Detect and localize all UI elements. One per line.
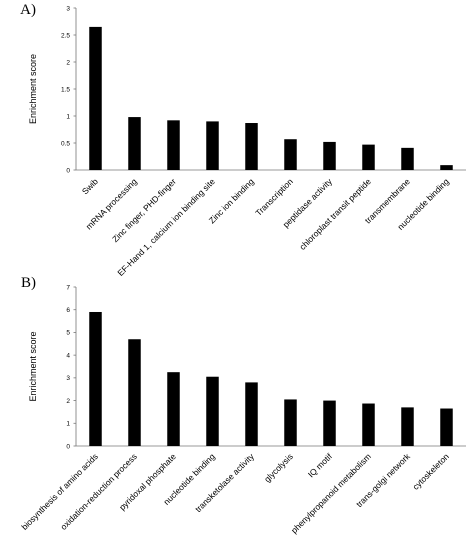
panel-b-bar — [401, 407, 414, 446]
panel-a-category-label: Transcription — [253, 176, 295, 218]
panel-a-y-tick-label: 1.5 — [61, 86, 70, 93]
panel-a-bar — [245, 123, 258, 170]
panel-a-category-label: Swib — [80, 176, 100, 196]
panel-b-category-label: cytoskeleton — [410, 451, 451, 492]
panel-a-y-tick-label: 3 — [66, 5, 70, 12]
panel-a-bar — [284, 139, 297, 170]
panel-b-bar — [440, 408, 453, 446]
panel-a-bar — [440, 165, 453, 170]
panel-a-y-tick-label: 0 — [66, 167, 70, 174]
panel-b-letter: B) — [21, 275, 36, 291]
panel-b-bar — [362, 403, 375, 446]
panel-a-bar — [206, 121, 219, 170]
panel-b-y-tick-label: 4 — [66, 352, 70, 359]
panel-a-bar — [89, 26, 102, 171]
panel-a-category-label: chloroplast transit peptide — [297, 176, 373, 252]
panel-b-category-label: phenylpropanoid metabolism — [289, 451, 373, 535]
panel-a-bar — [401, 147, 414, 170]
panel-b-y-tick-label: 5 — [66, 330, 70, 337]
panel-a-category-label: Zinc finger, PHD-finger — [110, 176, 178, 244]
panel-a-bar — [128, 117, 141, 170]
panel-a-bar — [362, 144, 375, 170]
panel-a-y-tick-label: 2.5 — [61, 32, 70, 39]
panel-a-y-axis-title: Enrichment score — [28, 54, 38, 124]
panel-a-y-tick-label: 0.5 — [61, 140, 70, 147]
panel-a-y-tick-label: 2 — [66, 59, 70, 66]
panel-b-y-tick-label: 7 — [66, 284, 70, 291]
panel-b-bar — [206, 376, 219, 446]
panel-b-bar — [167, 372, 180, 446]
panel-a-bar — [167, 120, 180, 170]
panel-b-y-axis-title: Enrichment score — [28, 331, 38, 401]
panel-b-y-tick-label: 0 — [66, 443, 70, 450]
panel-b-bar — [245, 382, 258, 446]
panel-b-bar — [323, 400, 336, 446]
panel-b-category-label: oxidation-reduction process — [58, 451, 139, 532]
panel-b-bar — [89, 311, 102, 446]
panel-b-category-label: glycolysis — [262, 451, 295, 484]
panel-b-category-label: IQ motif — [306, 451, 335, 480]
panel-b-y-tick-label: 3 — [66, 375, 70, 382]
panel-b-bar — [128, 339, 141, 446]
panel-b-y-tick-label: 1 — [66, 421, 70, 428]
panel-b-category-label: biosynthesis of amino acids — [19, 451, 100, 532]
panel-b-bar — [284, 399, 297, 446]
panel-a-letter: A) — [20, 2, 36, 18]
panel-a-bar — [323, 141, 336, 170]
panel-a-y-tick-label: 1 — [66, 113, 70, 120]
panel-b-y-tick-label: 6 — [66, 307, 70, 314]
panel-b-y-tick-label: 2 — [66, 398, 70, 405]
